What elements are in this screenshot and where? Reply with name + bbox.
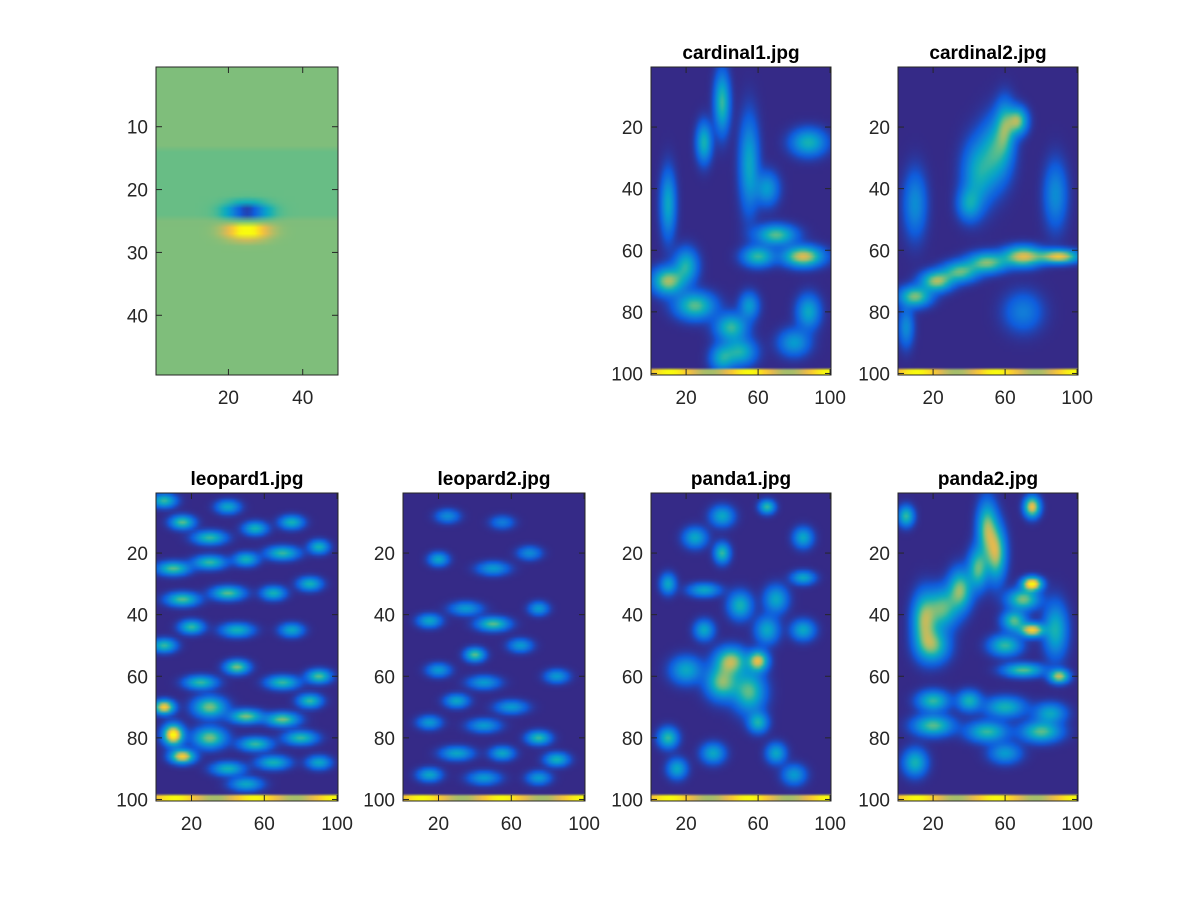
y-tick-label: 40 bbox=[622, 606, 643, 627]
x-tick-label: 60 bbox=[501, 814, 522, 835]
y-tick-label: 20 bbox=[127, 181, 148, 202]
heatmap-image bbox=[651, 493, 831, 801]
heatmap-image bbox=[156, 493, 338, 801]
heatmap-panel-3: 20 60 100 20 40 60 80 100 cardinal2.jpg bbox=[858, 43, 1093, 409]
panel-title: panda1.jpg bbox=[691, 469, 791, 490]
x-tick-label: 20 bbox=[923, 814, 944, 835]
y-tick-label: 100 bbox=[363, 790, 395, 811]
heatmap-panel-2: 20 60 100 20 40 60 80 100 cardinal1.jpg bbox=[611, 43, 846, 409]
x-tick-label: 60 bbox=[748, 388, 769, 409]
heatmap-panel-4: 20 60 100 20 40 60 80 100 leopard1.jpg bbox=[116, 469, 353, 835]
x-tick-label: 60 bbox=[748, 814, 769, 835]
y-tick-label: 20 bbox=[622, 544, 643, 565]
heatmap-image bbox=[403, 493, 585, 801]
heatmap-image bbox=[651, 67, 831, 375]
y-tick-label: 60 bbox=[374, 667, 395, 688]
axes-frame bbox=[402, 492, 586, 802]
heatmap-panel-1: 20 40 10 20 30 40 bbox=[127, 66, 339, 409]
y-tick-label: 100 bbox=[858, 790, 890, 811]
y-tick-label: 40 bbox=[622, 180, 643, 201]
y-tick-label: 20 bbox=[622, 118, 643, 139]
y-tick-label: 100 bbox=[116, 790, 148, 811]
y-tick-label: 40 bbox=[127, 606, 148, 627]
y-tick-label: 100 bbox=[611, 790, 643, 811]
x-tick-label: 60 bbox=[995, 814, 1016, 835]
x-tick-label: 20 bbox=[218, 388, 239, 409]
y-tick-label: 60 bbox=[622, 241, 643, 262]
y-tick-label: 80 bbox=[127, 729, 148, 750]
x-tick-label: 100 bbox=[1061, 388, 1093, 409]
x-tick-label: 60 bbox=[254, 814, 275, 835]
x-tick-label: 20 bbox=[428, 814, 449, 835]
y-tick-label: 20 bbox=[374, 544, 395, 565]
y-tick-label: 60 bbox=[127, 667, 148, 688]
x-tick-label: 100 bbox=[814, 814, 846, 835]
y-tick-label: 60 bbox=[622, 667, 643, 688]
y-tick-label: 80 bbox=[869, 303, 890, 324]
axes-frame bbox=[897, 66, 1079, 376]
y-tick-label: 40 bbox=[374, 606, 395, 627]
y-tick-label: 10 bbox=[127, 118, 148, 139]
y-tick-label: 60 bbox=[869, 241, 890, 262]
panel-title: panda2.jpg bbox=[938, 469, 1038, 490]
x-tick-label: 20 bbox=[923, 388, 944, 409]
axes-frame bbox=[897, 492, 1079, 802]
panel-title: cardinal1.jpg bbox=[682, 43, 799, 64]
x-tick-label: 100 bbox=[321, 814, 353, 835]
axes-frame bbox=[155, 66, 339, 376]
x-tick-label: 100 bbox=[568, 814, 600, 835]
y-tick-label: 20 bbox=[869, 118, 890, 139]
heatmap-panel-7: 20 60 100 20 40 60 80 100 panda2.jpg bbox=[858, 469, 1093, 835]
x-tick-label: 100 bbox=[1061, 814, 1093, 835]
y-tick-label: 40 bbox=[869, 606, 890, 627]
axes-frame bbox=[650, 492, 832, 802]
y-tick-label: 20 bbox=[869, 544, 890, 565]
y-tick-label: 40 bbox=[127, 306, 148, 327]
axes-frame bbox=[650, 66, 832, 376]
heatmap-panel-6: 20 60 100 20 40 60 80 100 panda1.jpg bbox=[611, 469, 846, 835]
x-tick-label: 20 bbox=[676, 814, 697, 835]
y-tick-label: 100 bbox=[611, 364, 643, 385]
y-tick-label: 60 bbox=[869, 667, 890, 688]
x-tick-label: 40 bbox=[292, 388, 313, 409]
y-tick-label: 30 bbox=[127, 243, 148, 264]
x-tick-label: 20 bbox=[676, 388, 697, 409]
x-tick-label: 100 bbox=[814, 388, 846, 409]
heatmap-image bbox=[156, 67, 338, 375]
heatmap-panel-5: 20 60 100 20 40 60 80 100 leopard2.jpg bbox=[363, 469, 600, 835]
y-tick-label: 80 bbox=[374, 729, 395, 750]
y-tick-label: 80 bbox=[622, 729, 643, 750]
panel-title: leopard2.jpg bbox=[438, 469, 551, 490]
x-tick-label: 20 bbox=[181, 814, 202, 835]
y-tick-label: 20 bbox=[127, 544, 148, 565]
y-tick-label: 80 bbox=[869, 729, 890, 750]
panel-title: cardinal2.jpg bbox=[929, 43, 1046, 64]
heatmap-image bbox=[898, 493, 1078, 801]
y-tick-label: 80 bbox=[622, 303, 643, 324]
x-tick-label: 60 bbox=[995, 388, 1016, 409]
heatmap-image bbox=[898, 67, 1078, 375]
axes-frame bbox=[155, 492, 339, 802]
panel-title: leopard1.jpg bbox=[191, 469, 304, 490]
y-tick-label: 100 bbox=[858, 364, 890, 385]
y-tick-label: 40 bbox=[869, 180, 890, 201]
